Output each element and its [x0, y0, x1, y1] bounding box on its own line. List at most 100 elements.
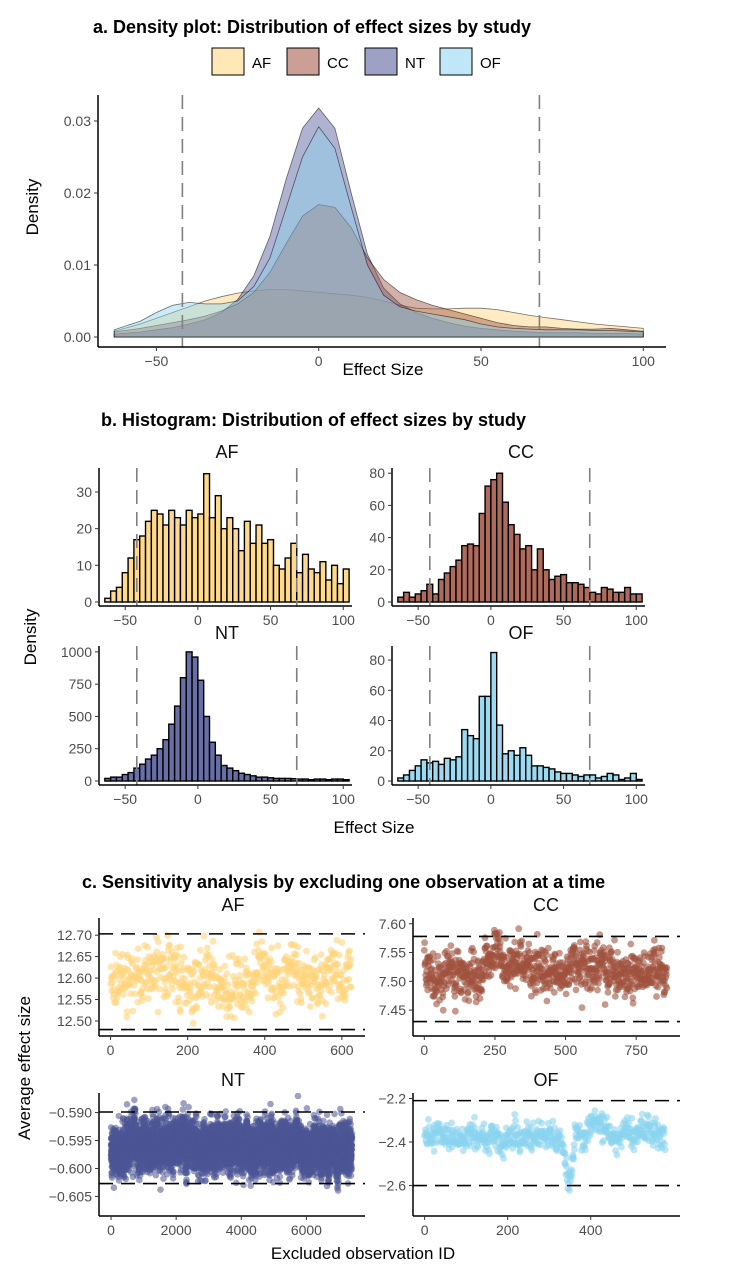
scatter-af-point [142, 979, 150, 986]
hist-nt-bar [237, 772, 246, 782]
hist-af-bar [208, 516, 217, 603]
scatter-af-point [129, 1007, 137, 1015]
hist-of-bar [408, 769, 416, 782]
legend-label-af: AF [252, 55, 271, 72]
panel-a-x-tick-label: −50 [145, 353, 169, 369]
hist-af-bar [307, 568, 315, 603]
hist-of-bar [437, 763, 446, 782]
scatter-cc-point [544, 944, 552, 952]
scatter-cc-point [439, 990, 447, 997]
scatter-af-point [154, 1008, 162, 1016]
hist-of-bar [612, 774, 620, 782]
hist-af-bar [296, 571, 304, 603]
hist-cc-bar [449, 565, 457, 603]
hist-of-bar [554, 771, 562, 782]
hist-cc-bar [594, 593, 603, 603]
scatter-cc-point [476, 995, 484, 1002]
hist-nt-bar [162, 738, 170, 782]
hist-nt-bar [185, 651, 193, 782]
hist-of-bar [536, 765, 544, 782]
hist-cc-bar [478, 512, 486, 603]
scatter-af-point [226, 1003, 234, 1011]
legend-key-nt [364, 47, 398, 76]
scatter-af-x-tick-label: 400 [253, 1042, 277, 1058]
hist-af-x-tick-label: 50 [263, 612, 279, 628]
scatter-af-point [338, 939, 346, 946]
scatter-cc-point [511, 938, 519, 946]
scatter-cc-point [577, 972, 584, 980]
scatter-cc-point [434, 952, 442, 960]
scatter-cc-point [650, 936, 658, 944]
scatter-af-point [162, 985, 170, 992]
hist-af-y-tick-label: 10 [76, 557, 92, 573]
scatter-af-point [298, 999, 305, 1007]
hist-nt-bar [336, 778, 344, 782]
scatter-nt-point [184, 1169, 191, 1176]
legend-key-cc [286, 47, 320, 76]
hist-af-bar [249, 542, 257, 603]
scatter-cc-point [465, 997, 473, 1005]
hist-af-y-tick-label: 30 [76, 484, 92, 500]
panel-c-y-axis-title: Average effect size [15, 996, 34, 1140]
hist-af-bar [266, 538, 275, 603]
hist-of-title: OF [509, 623, 534, 643]
scatter-af-point [206, 983, 214, 991]
density-area-nt [113, 107, 644, 338]
hist-cc-bar [536, 548, 544, 603]
hist-cc-bar [402, 591, 411, 603]
hist-cc-bar [571, 581, 579, 603]
scatter-cc-point [653, 993, 660, 1000]
scatter-af-point [164, 932, 172, 939]
hist-af-x-tick-label: 100 [332, 612, 356, 628]
scatter-af-point [152, 976, 160, 984]
scatter-cc-point [496, 929, 503, 936]
scatter-af-point [295, 959, 303, 967]
scatter-af-point [318, 1012, 326, 1020]
scatter-af-point [347, 983, 355, 991]
scatter-nt-point [202, 1177, 209, 1184]
hist-nt-bar [197, 679, 205, 782]
hist-of-bar [513, 754, 521, 782]
scatter-cc-point [512, 985, 519, 993]
hist-af-bar [133, 538, 141, 603]
hist-of-bar [623, 777, 632, 782]
hist-nt-x-tick-label: 50 [263, 791, 279, 807]
hist-cc-bar [455, 559, 463, 603]
hist-of-bar [501, 753, 510, 782]
scatter-nt-point [110, 1184, 118, 1191]
hist-nt-y-tick-label: 500 [69, 708, 93, 724]
scatter-cc-point [451, 992, 459, 1000]
scatter-cc-point [663, 984, 671, 992]
hist-cc-y-tick-label: 0 [377, 594, 385, 610]
scatter-af-points [107, 928, 355, 1027]
scatter-af-point [155, 938, 162, 946]
scatter-af-point [175, 998, 183, 1005]
hist-cc-y-tick-label: 20 [369, 562, 385, 578]
hist-nt-y-tick-label: 750 [69, 676, 93, 692]
hist-af-title: AF [215, 442, 238, 462]
hist-af-bar [109, 590, 118, 603]
hist-af-bar [202, 472, 211, 603]
scatter-af-point [328, 989, 335, 996]
panel-a-y-axis-title: Density [23, 178, 42, 235]
scatter-nt-point [131, 1114, 139, 1122]
hist-nt-bar [214, 754, 222, 782]
scatter-af-point [318, 987, 325, 995]
hist-of-bar [606, 772, 614, 782]
scatter-af-point [139, 993, 147, 1000]
scatter-af-x-tick-label: 600 [330, 1042, 354, 1058]
hist-cc-bar [408, 596, 416, 603]
hist-cc-bar [635, 593, 643, 603]
hist-af-bar [150, 509, 158, 603]
hist-af-bar [325, 579, 333, 603]
hist-nt-bar [313, 778, 321, 782]
hist-of-bar [507, 750, 515, 782]
hist-of-bar [594, 777, 603, 782]
scatter-cc-point [483, 942, 491, 950]
scatter-af-point [237, 961, 245, 969]
hist-of-y-tick-label: 80 [369, 652, 385, 668]
hist-nt-bar [208, 741, 217, 782]
hist-of-y-tick-label: 40 [369, 713, 385, 729]
scatter-af-point [224, 981, 232, 989]
